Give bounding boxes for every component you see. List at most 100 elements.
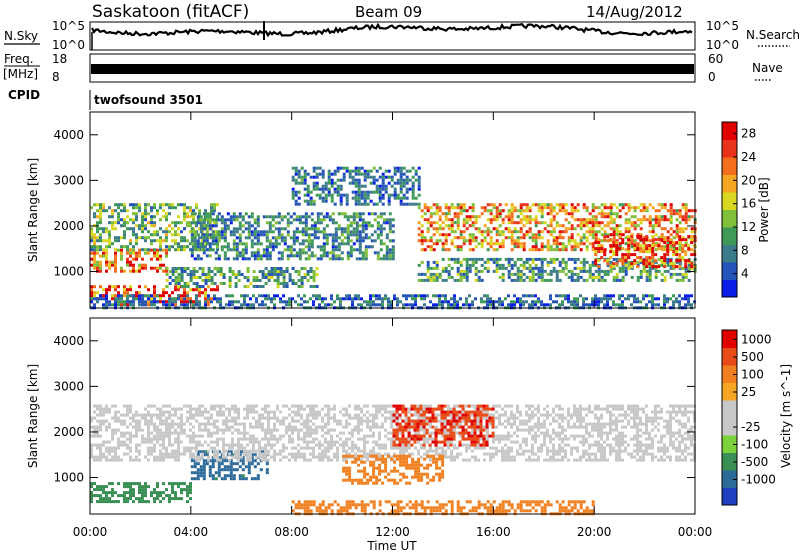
echo-cell: [543, 278, 547, 282]
echo-cell: [249, 434, 252, 438]
echo-cell: [198, 212, 201, 216]
echo-cell: [120, 266, 123, 270]
echo-cell: [456, 224, 460, 228]
echo-cell: [153, 251, 156, 255]
echo-cell: [609, 215, 613, 219]
echo-cell: [615, 275, 619, 279]
echo-cell: [444, 266, 448, 270]
echo-cell: [615, 272, 619, 276]
echo-cell: [241, 248, 245, 252]
echo-cell: [276, 419, 279, 423]
echo-cell: [192, 300, 195, 304]
echo-cell: [346, 257, 350, 261]
echo-cell: [315, 413, 318, 417]
echo-cell: [279, 437, 282, 441]
echo-cell: [531, 239, 535, 243]
echo-cell: [90, 416, 93, 420]
echo-cell: [489, 303, 492, 307]
echo-cell: [525, 294, 528, 298]
echo-cell: [111, 224, 114, 228]
echo-cell: [129, 269, 132, 273]
echo-cell: [639, 269, 643, 273]
echo-cell: [279, 458, 282, 462]
echo-cell: [585, 236, 589, 240]
echo-cell: [126, 294, 129, 298]
echo-cell: [244, 251, 248, 255]
echo-cell: [195, 206, 198, 210]
echo-cell: [438, 303, 441, 307]
echo-cell: [669, 262, 673, 266]
echo-cell: [241, 230, 245, 234]
echo-cell: [456, 303, 459, 307]
echo-cell: [558, 209, 562, 213]
echo-cell: [286, 254, 290, 258]
echo-cell: [660, 259, 664, 263]
echo-cell: [193, 233, 197, 237]
echo-cell: [144, 422, 147, 426]
echo-cell: [280, 251, 284, 255]
echo-cell: [168, 497, 171, 501]
echo-cell: [174, 279, 178, 282]
echo-cell: [582, 303, 585, 307]
echo-cell: [165, 269, 168, 273]
echo-cell: [99, 449, 102, 453]
echo-cell: [358, 245, 362, 249]
echo-cell: [223, 477, 227, 481]
echo-cell: [379, 257, 383, 261]
echo-cell: [612, 244, 616, 248]
echo-cell: [615, 253, 619, 257]
echo-cell: [111, 242, 114, 246]
echo-cell: [321, 452, 324, 456]
echo-cell: [247, 465, 251, 469]
echo-cell: [681, 266, 685, 270]
echo-cell: [153, 233, 156, 237]
echo-cell: [654, 260, 658, 264]
echo-cell: [177, 215, 180, 219]
echo-cell: [345, 294, 348, 298]
echo-cell: [316, 230, 320, 234]
echo-cell: [309, 199, 313, 203]
echo-cell: [327, 416, 330, 420]
echo-cell: [237, 431, 240, 435]
echo-cell: [312, 270, 316, 273]
echo-cell: [372, 294, 375, 298]
echo-cell: [258, 425, 261, 429]
echo-cell: [246, 449, 249, 453]
echo-cell: [105, 288, 108, 292]
echo-cell: [516, 236, 520, 240]
echo-cell: [582, 263, 586, 267]
echo-cell: [675, 278, 679, 282]
echo-cell: [498, 209, 502, 213]
echo-cell: [114, 209, 117, 213]
echo-cell: [253, 242, 257, 246]
echo-cell: [303, 187, 307, 191]
echo-cell: [669, 245, 673, 249]
echo-cell: [462, 236, 466, 240]
echo-cell: [331, 254, 335, 258]
echo-cell: [337, 224, 341, 228]
echo-cell: [220, 215, 224, 219]
echo-cell: [549, 206, 553, 210]
echo-cell: [612, 262, 616, 266]
echo-cell: [271, 245, 275, 249]
echo-cell: [354, 404, 357, 408]
echo-cell: [507, 218, 511, 222]
echo-cell: [165, 254, 168, 258]
echo-cell: [196, 471, 200, 475]
echo-cell: [489, 300, 492, 304]
echo-cell: [379, 239, 383, 243]
echo-cell: [396, 196, 400, 200]
echo-cell: [288, 413, 291, 417]
echo-cell: [331, 239, 335, 243]
echo-cell: [96, 297, 99, 301]
echo-cell: [426, 209, 430, 213]
echo-cell: [396, 169, 400, 173]
echo-cell: [453, 294, 456, 298]
echo-cell: [301, 242, 305, 246]
echo-cell: [265, 251, 269, 255]
echo-cell: [486, 257, 490, 261]
echo-cell: [207, 410, 210, 414]
echo-cell: [177, 297, 180, 301]
echo-cell: [171, 431, 174, 435]
echo-cell: [207, 422, 210, 426]
